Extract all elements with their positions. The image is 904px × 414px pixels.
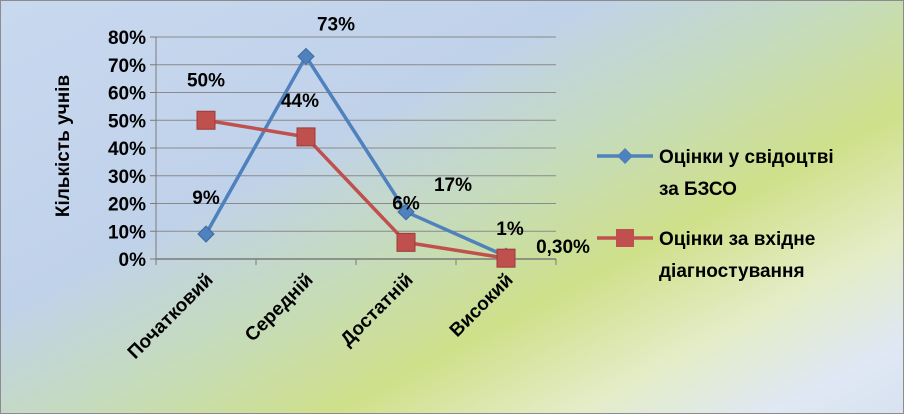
data-label: 17% (434, 175, 472, 196)
data-label: 6% (392, 193, 420, 214)
y-axis-label: Кількість учнів (53, 75, 74, 217)
x-tick-label: Високий (446, 270, 518, 342)
x-tick-label: Середній (241, 270, 317, 346)
data-label: 73% (317, 14, 355, 35)
legend: Оцінки у свідоцтві за БЗСО Оцінки за вхідн… (597, 147, 834, 282)
data-point (197, 225, 215, 243)
legend-label: за БЗСО (659, 179, 737, 200)
data-label: 1% (496, 219, 524, 240)
legend-marker (616, 229, 634, 247)
legend-label: Оцінки у свідоцтві (659, 147, 834, 168)
data-point (297, 47, 315, 66)
y-tick-label: 40% (108, 139, 146, 160)
y-tick-label: 60% (108, 84, 146, 105)
data-point (196, 110, 216, 130)
axes (150, 36, 557, 265)
y-tick-label: 50% (108, 111, 146, 132)
y-tick-label: 10% (108, 222, 146, 243)
y-tick-label: 30% (108, 167, 146, 188)
x-tick-label: Достатній (337, 270, 418, 351)
x-tick-labels: Початковий Середній Достатній Високий (124, 270, 518, 364)
data-labels: 9% 73% 17% 1% 50% 44% 6% 0,30% (187, 14, 590, 258)
series-line (204, 54, 507, 258)
y-tick-label: 20% (108, 195, 146, 216)
data-point (397, 203, 415, 221)
series-2 (196, 110, 516, 268)
y-tick-label: 70% (108, 56, 146, 77)
y-tick-label: 0% (119, 250, 147, 271)
y-tick-label: 80% (108, 28, 146, 49)
legend-label: діагностування (659, 261, 805, 282)
data-point (496, 248, 516, 268)
data-label: 50% (187, 70, 225, 91)
data-label: 9% (192, 188, 220, 209)
legend-marker (617, 148, 633, 164)
legend-label: Оцінки за вхідне (659, 229, 815, 250)
legend-item: Оцінки у свідоцтві за БЗСО (597, 147, 834, 200)
series-1 (197, 47, 515, 265)
data-label: 0,30% (536, 237, 590, 258)
series (196, 47, 516, 268)
data-point (296, 127, 316, 147)
data-label: 44% (281, 91, 319, 112)
data-point (396, 232, 416, 252)
x-tick-label: Початковий (124, 270, 218, 364)
y-tick-labels: 0% 10% 20% 30% 40% 50% 60% 70% 80% (108, 28, 146, 271)
legend-item: Оцінки за вхідне діагностування (597, 229, 815, 282)
series-line (205, 118, 507, 260)
